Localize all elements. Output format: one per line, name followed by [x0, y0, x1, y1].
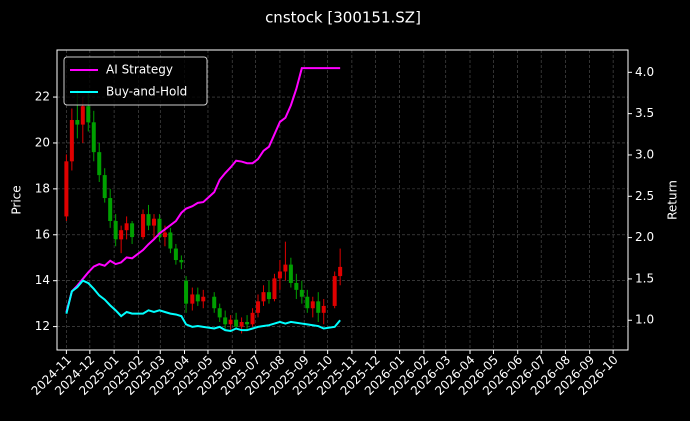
- candle-body: [184, 280, 189, 304]
- candle-body: [124, 223, 129, 231]
- candle-body: [162, 232, 167, 238]
- candle-body: [146, 214, 151, 226]
- candle-body: [113, 221, 118, 240]
- candle-body: [305, 296, 310, 309]
- candle-body: [102, 175, 107, 199]
- candle-body: [80, 106, 85, 125]
- candle-body: [91, 122, 96, 153]
- candle-body: [130, 223, 135, 238]
- legend-box: [63, 56, 208, 106]
- candle-body: [316, 301, 321, 313]
- y2-tick-label: 3.0: [635, 147, 654, 161]
- candle-body: [283, 264, 288, 272]
- candle-body: [151, 218, 156, 226]
- y-tick-label: 16: [35, 227, 50, 241]
- candle-body: [179, 260, 184, 263]
- legend-label: AI Strategy: [106, 63, 173, 77]
- candle-body: [250, 312, 255, 325]
- candle-body: [256, 301, 261, 313]
- y2-axis-label: Return: [666, 180, 680, 220]
- y2-tick-label: 3.5: [635, 106, 654, 120]
- candle-body: [173, 248, 178, 261]
- candle-body: [217, 308, 222, 318]
- candle-body: [299, 289, 304, 297]
- candle-body: [168, 232, 173, 249]
- candle-body: [234, 319, 239, 327]
- y-tick-label: 22: [35, 90, 50, 104]
- candle-body: [75, 120, 80, 125]
- y-tick-label: 14: [35, 273, 50, 287]
- candle-body: [338, 266, 343, 277]
- candle-body: [239, 321, 244, 327]
- candle-body: [195, 294, 200, 302]
- y-axis-label: Price: [10, 185, 24, 214]
- return-line: [65, 67, 341, 313]
- candle-body: [266, 292, 271, 300]
- candle-body: [86, 106, 91, 123]
- candle-body: [294, 282, 299, 290]
- candle-body: [108, 198, 113, 222]
- candle-body: [201, 296, 206, 302]
- candle-body: [97, 152, 102, 176]
- candle-body: [212, 296, 217, 309]
- candle-body: [245, 321, 250, 325]
- candle-body: [321, 305, 326, 313]
- candle-body: [277, 271, 282, 279]
- candle-body: [228, 319, 233, 325]
- candle-body: [288, 264, 293, 283]
- y2-tick-label: 2.0: [635, 230, 654, 244]
- candle-body: [157, 218, 162, 238]
- candle-body: [272, 278, 277, 300]
- y-tick-label: 12: [35, 319, 50, 333]
- return-line: [65, 279, 341, 333]
- plot-frame: [56, 49, 629, 351]
- candle-body: [69, 120, 74, 162]
- y2-tick-label: 2.5: [635, 189, 654, 203]
- candle-body: [223, 317, 228, 325]
- legend-label: Buy-and-Hold: [106, 85, 187, 99]
- y2-tick-label: 4.0: [635, 65, 654, 79]
- candle-body: [141, 214, 146, 238]
- candle-body: [64, 161, 69, 217]
- candle-body: [261, 292, 266, 302]
- y2-tick-label: 1.5: [635, 271, 654, 285]
- chart-title: cnstock [300151.SZ]: [265, 9, 421, 27]
- candle-body: [119, 230, 124, 240]
- candle-body: [190, 294, 195, 304]
- candle-body: [332, 276, 337, 306]
- y-tick-label: 18: [35, 181, 50, 195]
- y2-tick-label: 1.0: [635, 313, 654, 327]
- candle-body: [310, 301, 315, 309]
- y-tick-label: 20: [35, 135, 50, 149]
